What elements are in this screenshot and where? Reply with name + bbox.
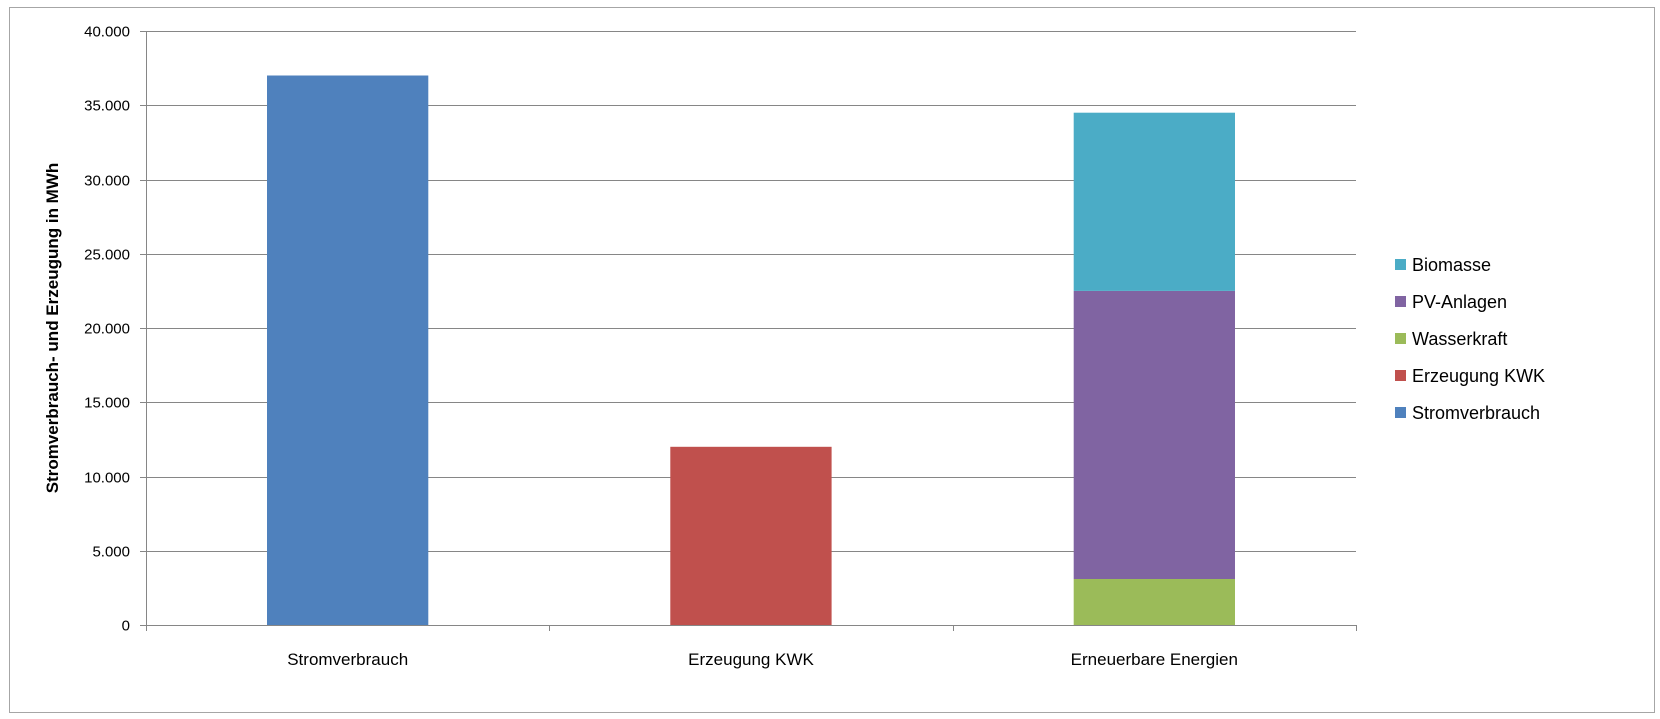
bar-wasserkraft: [1073, 579, 1235, 625]
y-axis-title: Stromverbrauch- und Erzeugung in MWh: [43, 163, 62, 494]
legend-label: Stromverbrauch: [1412, 403, 1540, 423]
legend-swatch: [1395, 259, 1406, 270]
y-tick-label: 5.000: [92, 544, 130, 561]
y-tick-label: 30.000: [84, 173, 130, 190]
y-tick-label: 0: [122, 618, 130, 635]
bars: [267, 75, 1235, 625]
legend-label: Wasserkraft: [1412, 329, 1507, 349]
legend-label: PV-Anlagen: [1412, 292, 1507, 312]
y-tick-labels: 0 5.000 10.000 15.000 20.000 25.000 30.000 35.0…: [84, 24, 130, 635]
bar-stromverbrauch: [267, 75, 429, 625]
bar-erzeugung-kwk: [670, 446, 832, 625]
x-tick-labels: Stromverbrauch Erzeugung KWK Erneuerbare E…: [287, 650, 1238, 669]
x-tick-label: Stromverbrauch: [287, 650, 408, 669]
legend-swatch: [1395, 296, 1406, 307]
y-tick-label: 25.000: [84, 247, 130, 264]
y-tick-label: 20.000: [84, 321, 130, 338]
legend: Biomasse PV-Anlagen Wasserkraft Erzeugung K…: [1395, 255, 1545, 423]
y-tick-label: 15.000: [84, 395, 130, 412]
axes: [146, 31, 1357, 631]
legend-swatch: [1395, 333, 1406, 344]
y-tick-label: 40.000: [84, 24, 130, 41]
legend-swatch: [1395, 370, 1406, 381]
x-tick-label: Erzeugung KWK: [688, 650, 814, 669]
x-tick-label: Erneuerbare Energien: [1071, 650, 1238, 669]
bar-biomasse: [1073, 112, 1235, 291]
bar-pv-anlagen: [1073, 290, 1235, 579]
legend-label: Erzeugung KWK: [1412, 366, 1545, 386]
legend-label: Biomasse: [1412, 255, 1491, 275]
legend-swatch: [1395, 407, 1406, 418]
y-tick-label: 35.000: [84, 98, 130, 115]
y-tick-label: 10.000: [84, 470, 130, 487]
